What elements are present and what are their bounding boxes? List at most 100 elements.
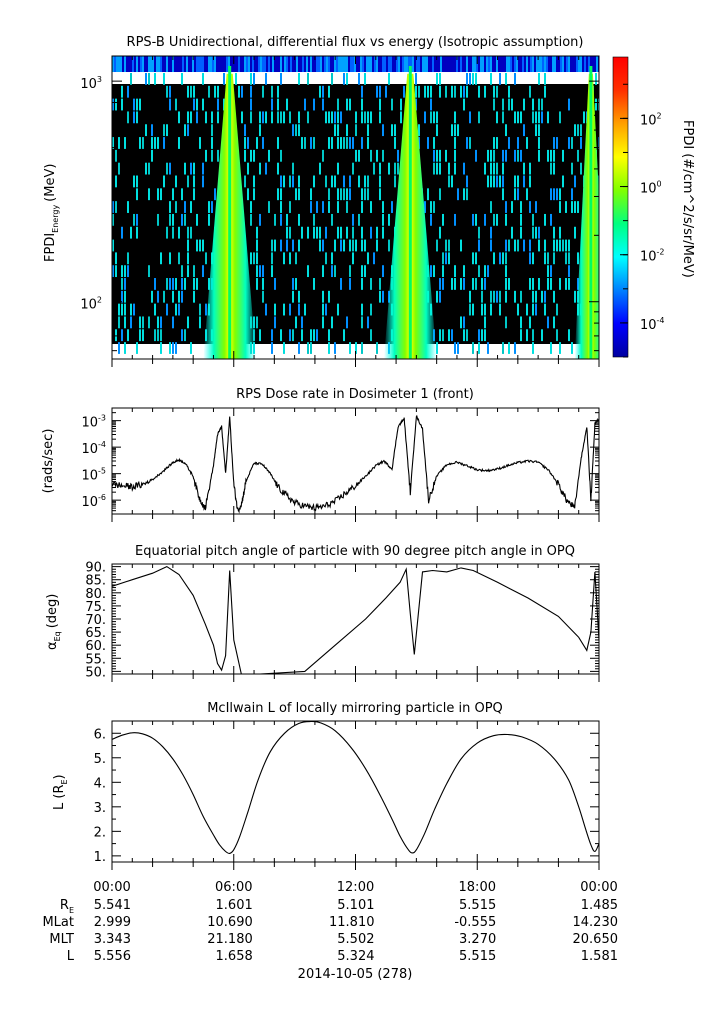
top-band-cell: [584, 56, 586, 73]
top-band-cell: [510, 56, 512, 73]
spectrogram-cell: [256, 239, 258, 252]
top-band-cell: [266, 56, 268, 73]
top-band-cell: [268, 56, 270, 73]
spectrogram-cell: [538, 73, 540, 85]
top-band-cell: [230, 56, 232, 73]
top-band-cell: [388, 56, 390, 73]
top-band-cell: [146, 56, 148, 73]
spectrogram-cell: [121, 265, 123, 278]
mcilwain-l-panel: McIlwain L of locally mirroring particle…: [52, 701, 600, 870]
spectrogram-cell: [550, 213, 552, 226]
spectrogram-cell: [502, 111, 504, 124]
spectrogram-cell: [325, 252, 327, 265]
spectrogram-cell: [565, 278, 567, 290]
top-band-cell: [238, 56, 240, 73]
spectrogram-cell: [595, 98, 597, 111]
spectrogram-cell: [184, 124, 186, 137]
spectrogram-cell: [430, 111, 432, 124]
colorbar-tick-label: 102: [640, 111, 662, 128]
spectrogram-cell: [436, 162, 438, 175]
spectrogram-cell: [259, 111, 261, 124]
top-band-cell: [126, 56, 128, 73]
spectrogram-cell: [262, 290, 264, 303]
spectrogram-cell: [493, 98, 495, 111]
spectrogram-cell: [379, 278, 381, 290]
spectrogram-cell: [334, 124, 336, 137]
spectrogram-cell: [457, 188, 459, 201]
spectrogram-cell: [268, 149, 270, 162]
spectrogram-cell: [433, 111, 435, 124]
spectrogram-cell: [127, 265, 129, 278]
spectrogram-bright-bands: [203, 66, 599, 359]
spectrogram-cell: [313, 278, 315, 290]
spectrogram-cell: [454, 162, 456, 175]
spectrogram-cell: [211, 124, 213, 137]
top-band-cell: [390, 56, 392, 73]
spectrogram-cell: [481, 278, 483, 290]
spectrogram-cell: [133, 111, 135, 124]
spectrogram-cell: [529, 316, 531, 329]
spectrogram-cell: [490, 175, 492, 188]
spectrogram-cell: [214, 188, 216, 201]
spectrogram-cell: [289, 201, 291, 213]
spectrogram-cell: [163, 290, 165, 303]
top-band-cell: [374, 56, 376, 73]
spectrogram-cell: [376, 226, 378, 239]
spectrogram-cell: [397, 149, 399, 162]
spectrogram-cell: [193, 98, 195, 111]
spectrogram-cell: [436, 239, 438, 252]
spectrogram-cell: [364, 239, 366, 252]
spectrogram-cell: [349, 98, 351, 111]
spectrogram-cell: [487, 175, 489, 188]
spectrogram-cell: [538, 124, 540, 137]
spectrogram-cell: [337, 137, 339, 149]
spectrogram-cell: [550, 188, 552, 201]
top-band-cell: [278, 56, 280, 73]
top-band-cell: [488, 56, 490, 73]
ephemeris-value: -0.555: [454, 915, 496, 930]
spectrogram-cell: [583, 111, 585, 124]
spectrogram-cell: [298, 175, 300, 188]
spectrogram-cell: [325, 111, 327, 124]
colorbar-label: FPDI (#/cm^2/s/sr/MeV): [680, 120, 695, 278]
top-band-cell: [438, 56, 440, 73]
top-band-cell: [196, 56, 198, 73]
spectrogram-cell: [442, 265, 444, 278]
pitch-angle-panel: Equatorial pitch angle of particle with …: [45, 544, 600, 682]
spectrogram-cell: [298, 342, 300, 354]
spectrogram-cell: [265, 303, 267, 316]
top-band-cell: [168, 56, 170, 73]
spectrogram-x-ticks: [111, 56, 600, 367]
spectrogram-cell: [193, 175, 195, 188]
spectrogram-cell: [283, 252, 285, 265]
spectrogram-cell: [322, 239, 324, 252]
spectrogram-cell: [154, 137, 156, 149]
spectrogram-cell: [172, 278, 174, 290]
spectrogram-cell: [166, 278, 168, 290]
top-band-cell: [180, 56, 182, 73]
spectrogram-cell: [526, 188, 528, 201]
top-band-cell: [280, 56, 282, 73]
spectrogram-cell: [448, 239, 450, 252]
spectrogram-cell: [193, 162, 195, 175]
top-band-cell: [320, 56, 322, 73]
spectrogram-cell: [262, 111, 264, 124]
pitch-y-tick-label: 90.: [85, 561, 106, 576]
spectrogram-cell: [544, 303, 546, 316]
spectrogram-cell: [532, 213, 534, 226]
spectrogram-cell: [376, 239, 378, 252]
spectrogram-cell: [292, 162, 294, 175]
top-band-cell: [430, 56, 432, 73]
spectrogram-cell: [394, 162, 396, 175]
top-band-cell: [568, 56, 570, 73]
top-band-cell: [176, 56, 178, 73]
top-band-cell: [308, 56, 310, 73]
spectrogram-cell: [502, 149, 504, 162]
colorbar-bar: [612, 56, 629, 358]
spectrogram-cell: [547, 252, 549, 265]
ephemeris-value: 1.658: [216, 949, 253, 964]
spectrogram-cell: [178, 226, 180, 239]
pitch-y-tick-label: 50.: [85, 665, 106, 680]
spectrogram-cell: [367, 111, 369, 124]
spectrogram-cell: [433, 265, 435, 278]
